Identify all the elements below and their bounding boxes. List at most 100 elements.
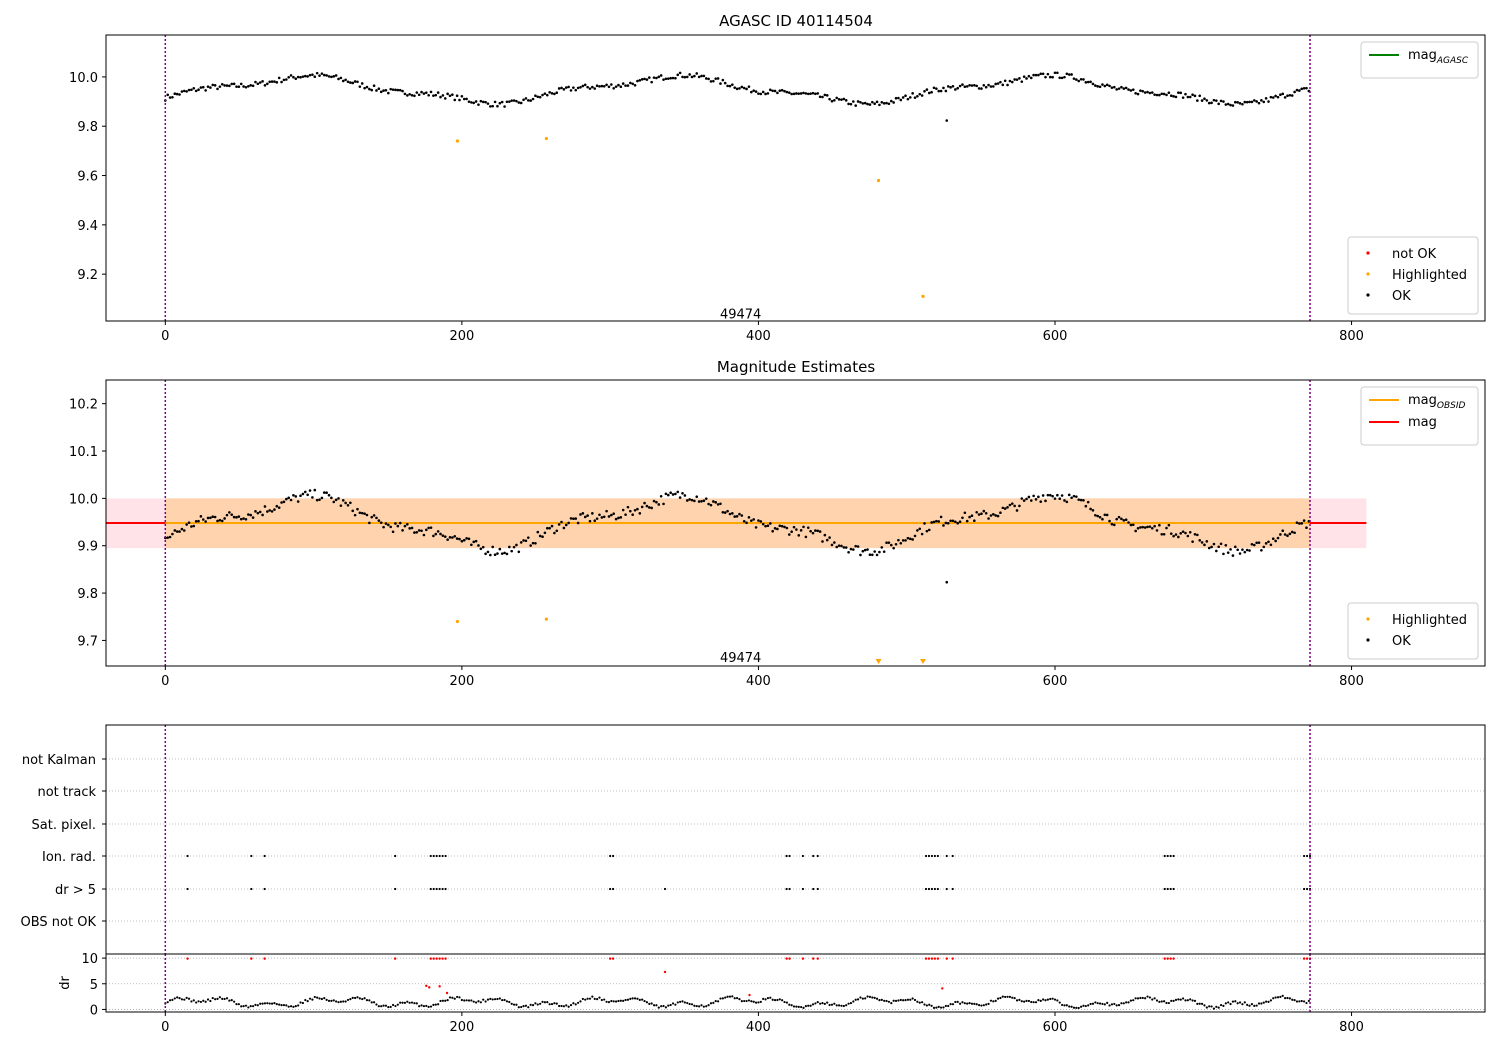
ok-point bbox=[833, 98, 836, 102]
ok-point bbox=[470, 101, 473, 104]
flag-point bbox=[924, 854, 928, 858]
ok-point bbox=[662, 78, 665, 81]
ok-point bbox=[626, 84, 630, 87]
ok-point bbox=[1241, 102, 1244, 106]
ok-point bbox=[690, 498, 694, 502]
dr-point bbox=[610, 999, 613, 1003]
dr-point bbox=[377, 1005, 380, 1008]
ok-point bbox=[389, 525, 392, 529]
ok-point bbox=[1020, 497, 1024, 500]
dr-point bbox=[394, 1004, 397, 1008]
ok-point bbox=[1146, 90, 1149, 94]
ok-point bbox=[1063, 499, 1066, 502]
dr-point bbox=[1004, 995, 1007, 999]
ok-point bbox=[270, 80, 274, 83]
ok-point bbox=[334, 498, 338, 502]
ok-point bbox=[330, 75, 333, 79]
ok-point bbox=[541, 535, 544, 539]
ok-point bbox=[999, 80, 1002, 84]
dr-point bbox=[807, 1004, 810, 1007]
ok-point bbox=[1075, 78, 1078, 81]
dr-point bbox=[168, 999, 172, 1002]
legend-point-swatch bbox=[1366, 272, 1370, 276]
dr-point bbox=[1246, 1003, 1249, 1006]
ok-point bbox=[349, 81, 352, 84]
highlighted-point bbox=[455, 619, 460, 624]
dr-point bbox=[550, 1002, 554, 1006]
flag-point bbox=[444, 854, 447, 858]
dr-point bbox=[975, 1003, 978, 1006]
y-tick-label: 9.8 bbox=[77, 120, 98, 135]
ok-point bbox=[638, 512, 642, 515]
dr-point bbox=[313, 995, 316, 999]
dr-point bbox=[415, 1002, 418, 1005]
ok-point bbox=[512, 99, 516, 102]
ok-point bbox=[640, 505, 644, 509]
dr-bad-point bbox=[438, 985, 441, 988]
dr-point bbox=[830, 1003, 834, 1006]
ok-point bbox=[1264, 542, 1268, 545]
ok-point bbox=[228, 511, 231, 514]
dr-point bbox=[783, 1000, 786, 1004]
ok-point bbox=[859, 101, 862, 104]
ok-point bbox=[892, 546, 895, 550]
ok-point bbox=[370, 88, 374, 92]
ok-point bbox=[766, 92, 770, 95]
ok-point bbox=[1027, 74, 1031, 78]
ok-point bbox=[669, 491, 672, 495]
ok-point bbox=[944, 89, 948, 93]
ok-point bbox=[885, 541, 888, 544]
ok-point bbox=[1200, 99, 1204, 102]
ok-point bbox=[804, 92, 808, 95]
ok-point bbox=[942, 86, 945, 90]
ok-point bbox=[671, 493, 675, 496]
dr-bad-point bbox=[250, 957, 253, 960]
ok-point bbox=[842, 97, 846, 101]
y-tick-label: 0 bbox=[90, 1003, 98, 1018]
dr-point bbox=[1103, 1003, 1106, 1006]
dr-point bbox=[531, 1004, 535, 1007]
ok-point bbox=[266, 82, 269, 86]
ok-point bbox=[422, 92, 426, 95]
ok-point bbox=[344, 78, 347, 82]
y-tick-label: 10.2 bbox=[69, 398, 98, 413]
ok-point bbox=[633, 83, 637, 87]
dr-point bbox=[380, 1005, 383, 1008]
dr-point bbox=[280, 1004, 283, 1007]
ok-point bbox=[251, 516, 255, 519]
dr-point bbox=[702, 1005, 705, 1008]
ok-point bbox=[1224, 543, 1228, 547]
dr-point bbox=[776, 998, 779, 1002]
dr-point bbox=[1091, 1002, 1095, 1005]
ok-point bbox=[1295, 521, 1299, 524]
ok-point bbox=[657, 503, 661, 506]
dr-point bbox=[365, 999, 369, 1002]
ok-point bbox=[652, 76, 656, 79]
ok-point bbox=[811, 531, 815, 535]
ok-point bbox=[906, 536, 910, 540]
ok-point bbox=[828, 97, 831, 101]
dr-point bbox=[403, 1001, 407, 1004]
ok-point bbox=[738, 87, 741, 90]
dr-point bbox=[840, 1004, 843, 1007]
ok-point bbox=[726, 84, 729, 88]
legend-point-label: not OK bbox=[1392, 247, 1437, 262]
ok-point bbox=[918, 92, 922, 96]
ok-point bbox=[1141, 89, 1145, 93]
ok-point bbox=[837, 544, 841, 547]
y-tick-label: 9.4 bbox=[77, 219, 98, 234]
dr-point bbox=[261, 1002, 264, 1005]
ok-point bbox=[961, 83, 964, 86]
ok-point bbox=[844, 99, 848, 102]
ok-point bbox=[1120, 517, 1123, 521]
ok-point bbox=[448, 94, 452, 98]
dr-point bbox=[1222, 1004, 1225, 1007]
dr-point bbox=[199, 1000, 202, 1004]
ok-point bbox=[685, 75, 689, 79]
ok-point bbox=[958, 84, 962, 88]
ok-point bbox=[911, 538, 914, 541]
ok-point bbox=[773, 89, 777, 93]
dr-point bbox=[320, 997, 323, 1001]
ok-point bbox=[785, 90, 789, 94]
dr-point bbox=[868, 995, 872, 998]
